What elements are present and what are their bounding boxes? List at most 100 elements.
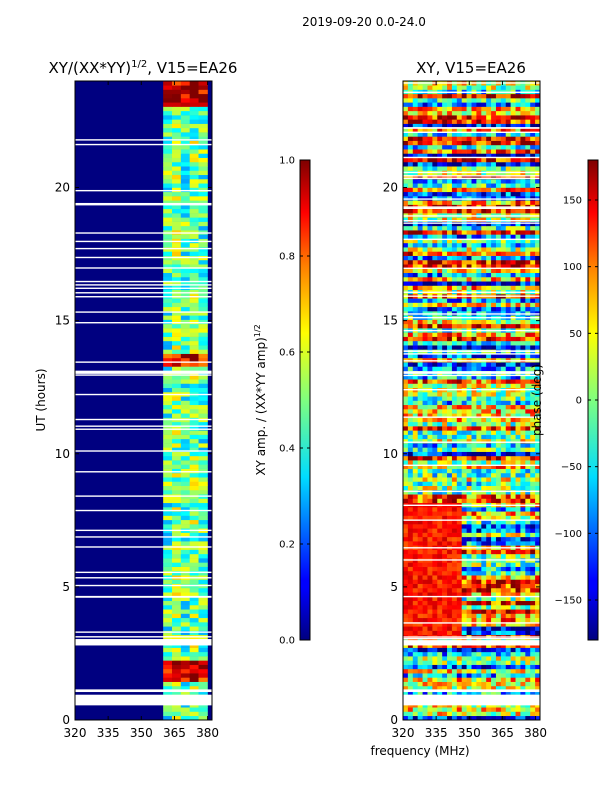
heatmap-cell [466, 106, 472, 112]
heatmap-cell [180, 387, 191, 393]
heatmap-cell [451, 379, 458, 384]
heatmap-cell [525, 426, 531, 431]
heatmap-cell [198, 127, 208, 133]
heatmap-cell [422, 515, 428, 521]
heatmap-cell [189, 558, 199, 563]
heatmap-cell [510, 468, 516, 474]
heatmap-cell [466, 259, 472, 265]
heatmap-cell [456, 353, 463, 359]
heatmap-cell [525, 93, 531, 99]
heatmap-cell [481, 566, 487, 572]
heatmap-cell [461, 230, 467, 235]
heatmap-cell [510, 541, 516, 546]
heatmap-cell [447, 553, 453, 559]
heatmap-cell [163, 626, 173, 631]
heatmap-cell [520, 587, 526, 593]
heatmap-cell [535, 221, 540, 227]
heatmap-cell [461, 507, 467, 512]
heatmap-cell [417, 592, 423, 597]
heatmap-cell [427, 332, 433, 337]
heatmap-cell [510, 592, 516, 597]
heatmap-cell [471, 374, 477, 380]
heatmap-cell [495, 460, 502, 465]
heatmap-cell [412, 707, 418, 712]
heatmap-cell [198, 328, 208, 333]
heatmap-cell [163, 400, 173, 406]
heatmap-cell [451, 383, 458, 389]
heatmap-cell [412, 613, 418, 619]
heatmap-cell [172, 357, 182, 363]
heatmap-cell [198, 170, 208, 176]
heatmap-cell [525, 673, 531, 678]
heatmap-cell [495, 127, 502, 133]
heatmap-cell [530, 417, 536, 423]
heatmap-cell [525, 234, 531, 239]
heatmap-cell [500, 174, 507, 180]
heatmap-cell [481, 447, 487, 452]
heatmap-cell [172, 174, 182, 180]
heatmap-cell [180, 345, 191, 350]
heatmap-cell [447, 302, 453, 308]
heatmap-cell [505, 711, 511, 717]
heatmap-cell [172, 119, 182, 124]
heatmap-cell [198, 81, 208, 86]
heatmap-cell [495, 626, 502, 631]
heatmap-cell [407, 413, 414, 418]
heatmap-cell [417, 413, 423, 418]
heatmap-cell [486, 528, 492, 533]
heatmap-cell [461, 157, 467, 163]
heatmap-cell [198, 332, 208, 337]
heatmap-cell [520, 604, 526, 610]
heatmap-cell [461, 183, 467, 188]
heatmap-cell [427, 340, 433, 346]
heatmap-cell [427, 685, 433, 691]
heatmap-cell [417, 115, 423, 120]
heatmap-cell [481, 251, 487, 256]
heatmap-cell [163, 421, 173, 427]
heatmap-cell [476, 251, 482, 256]
heatmap-cell [525, 166, 531, 171]
heatmap-cell [510, 613, 516, 619]
heatmap-cell [515, 715, 521, 720]
heatmap-cell [510, 553, 516, 559]
heatmap-cell [486, 319, 492, 325]
heatmap-cell [471, 613, 477, 619]
heatmap-cell [442, 119, 448, 124]
heatmap-cell [422, 485, 428, 491]
heatmap-cell [481, 494, 487, 499]
heatmap-cell [495, 707, 502, 712]
heatmap-cell [422, 430, 428, 435]
heatmap-cell [403, 434, 409, 440]
heatmap-cell [486, 707, 492, 712]
heatmap-cell [515, 340, 521, 346]
heatmap-cell [530, 102, 536, 107]
heatmap-cell [535, 93, 540, 99]
heatmap-cell [510, 221, 516, 227]
heatmap-cell [476, 140, 482, 146]
heatmap-cell [530, 225, 536, 231]
heatmap-cell [417, 519, 423, 525]
heatmap-cell [451, 583, 458, 589]
heatmap-cell [495, 234, 502, 239]
heatmap-cell [412, 281, 418, 286]
heatmap-cell [163, 617, 173, 623]
heatmap-cell [451, 319, 458, 325]
heatmap-cell [505, 306, 511, 312]
heatmap-cell [172, 481, 182, 486]
heatmap-cell [510, 281, 516, 286]
heatmap-cell [525, 374, 531, 380]
heatmap-cell [447, 183, 453, 188]
heatmap-cell [486, 472, 492, 478]
heatmap-cell [495, 664, 502, 670]
x-tick-label: 320 [64, 726, 87, 740]
heatmap-cell [466, 438, 472, 444]
heatmap-cell [189, 596, 199, 602]
heatmap-cell [535, 673, 540, 678]
heatmap-cell [471, 579, 477, 584]
heatmap-cell [535, 472, 540, 478]
heatmap-cell [535, 664, 540, 670]
heatmap-cell [189, 81, 199, 86]
heatmap-cell [442, 715, 448, 720]
heatmap-cell [447, 149, 453, 154]
heatmap-cell [535, 460, 540, 465]
